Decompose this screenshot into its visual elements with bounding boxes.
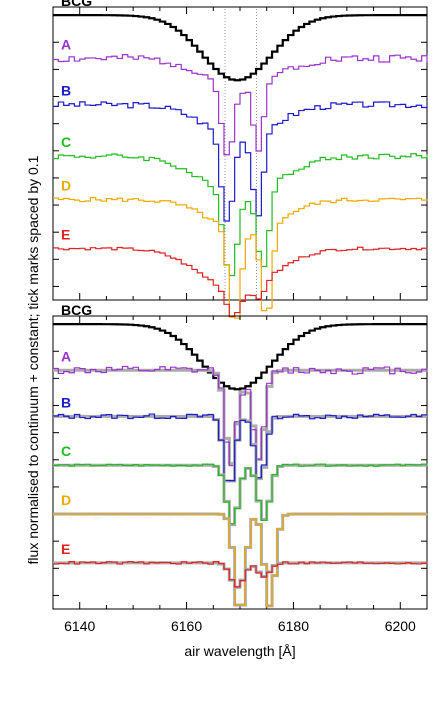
series-label-B: B (61, 83, 71, 99)
series-line-BCG (53, 14, 427, 82)
series-line-A (53, 53, 428, 156)
top-panel: BCG A B C D E (52, 0, 428, 319)
x-tick-label: 6160 (171, 618, 202, 634)
series-label-E: E (61, 226, 70, 242)
bottom-panel: 6140 6160 6180 6200 air wavelength [Å] BCG A B C… (52, 302, 428, 659)
model-line-D (53, 512, 427, 608)
series-label-C: C (61, 134, 71, 150)
x-tick-label: 6140 (64, 618, 95, 634)
y-axis-label: flux normalised to continuum + constant;… (25, 155, 41, 564)
series-line-C (53, 153, 428, 277)
series-label-D: D (61, 178, 71, 194)
series-line-D (53, 197, 428, 319)
series-label-D: D (61, 492, 71, 508)
x-axis-label: air wavelength [Å] (184, 643, 295, 659)
series-label-A: A (61, 37, 71, 53)
x-tick-label: 6180 (278, 618, 309, 634)
x-tick-label: 6200 (385, 618, 416, 634)
series-label-A: A (61, 348, 71, 364)
series-line-BCG (53, 323, 427, 391)
series-line-E (53, 246, 428, 317)
plot-frame (52, 315, 428, 610)
series-line-B (53, 101, 428, 222)
series-line-E (53, 560, 428, 588)
series-label-B: B (61, 394, 71, 410)
series-label-C: C (61, 443, 71, 459)
series-label-BCG: BCG (61, 0, 92, 9)
series-label-BCG: BCG (61, 302, 92, 318)
series-label-E: E (61, 541, 70, 557)
series-line-D (53, 513, 428, 607)
series-line-A (53, 365, 428, 467)
series-line-C (53, 463, 428, 525)
series-line-B (53, 413, 428, 482)
